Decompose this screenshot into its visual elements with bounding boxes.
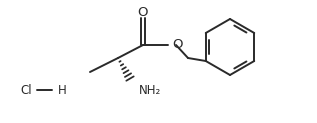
Text: NH₂: NH₂	[139, 84, 161, 97]
Text: O: O	[172, 38, 183, 51]
Text: O: O	[138, 6, 148, 18]
Text: Cl: Cl	[20, 84, 32, 97]
Text: H: H	[58, 84, 67, 97]
